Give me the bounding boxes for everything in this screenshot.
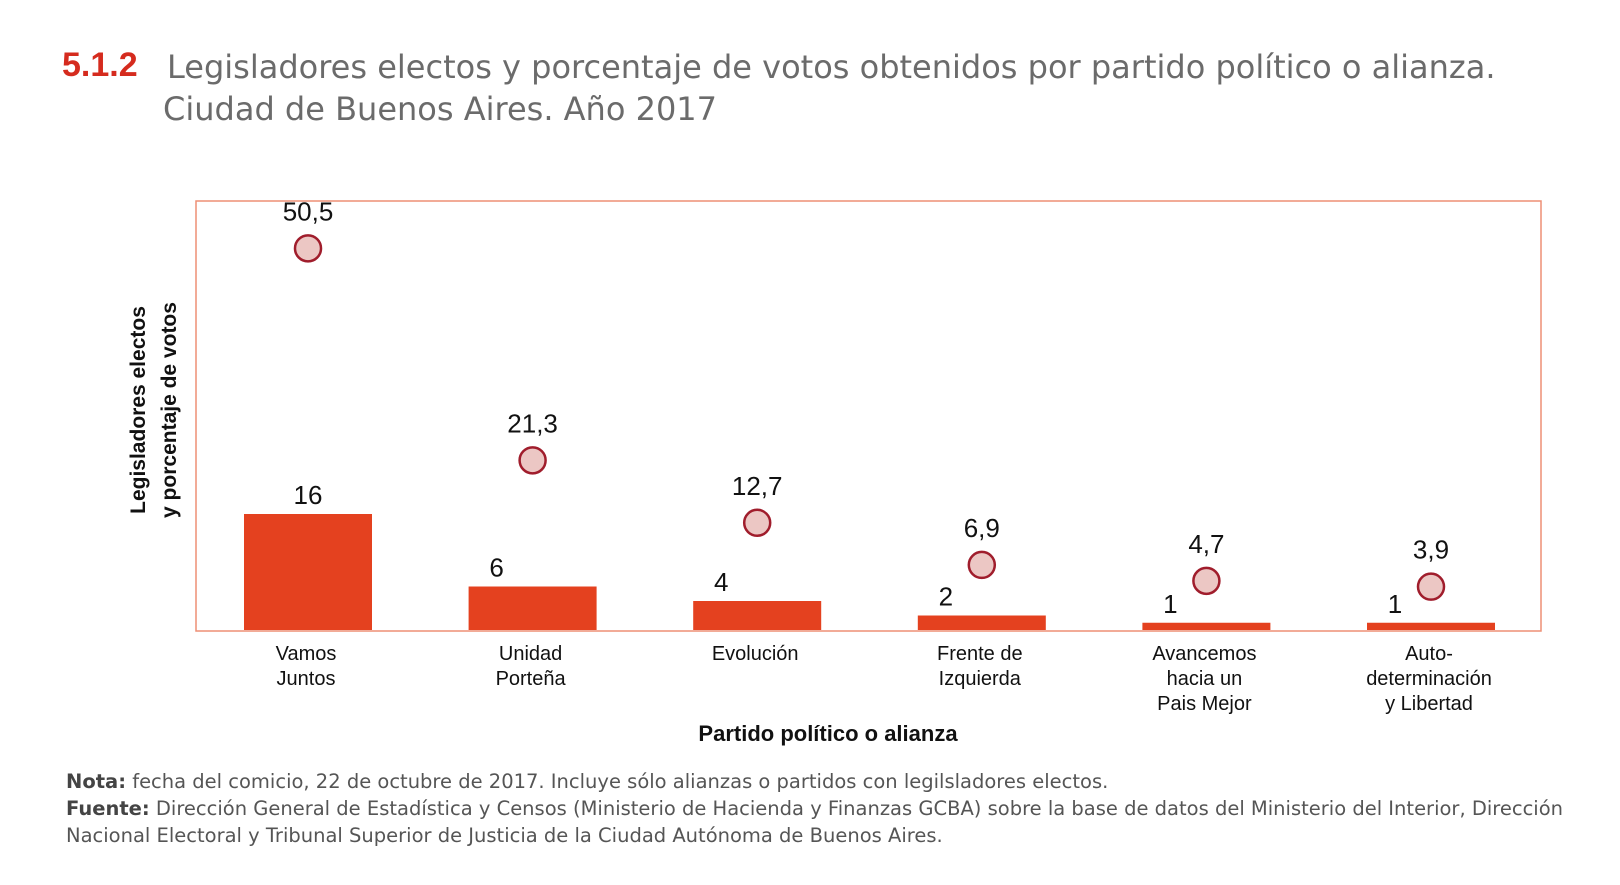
bar: [244, 514, 372, 630]
category-label: Frente de Izquierda: [937, 643, 1023, 690]
bar-value-label: 1: [1163, 589, 1177, 619]
category-label: Vamos Juntos: [276, 643, 337, 690]
vote-percentage-marker: [1192, 566, 1221, 596]
category-label: Evolución: [712, 643, 799, 665]
bar-value-label: 6: [489, 553, 503, 583]
bar: [917, 615, 1046, 630]
title-number: 5.1.2: [62, 46, 138, 84]
bar-value-label: 2: [939, 582, 953, 612]
bar: [693, 601, 822, 630]
bar: [1367, 622, 1495, 630]
vote-percentage-marker: [518, 446, 547, 475]
vote-percentage-label: 3,9: [1413, 535, 1449, 565]
source-label: Fuente:: [66, 797, 150, 820]
vote-percentage-label: 6,9: [964, 513, 1000, 543]
title-line-1: Legisladores electos y porcentaje de vot…: [167, 48, 1496, 86]
note-line: Nota: fecha del comicio, 22 de octubre d…: [66, 768, 1566, 795]
vote-percentage-label: 12,7: [732, 471, 783, 501]
source-text: Dirección General de Estadística y Censo…: [66, 797, 1564, 847]
vote-percentage-marker: [1416, 572, 1446, 601]
vote-percentage-label: 50,5: [283, 196, 334, 226]
bar-value-label: 4: [714, 567, 728, 597]
footnotes: Nota: fecha del comicio, 22 de octubre d…: [66, 768, 1566, 849]
x-axis-label: Partido político o alianza: [698, 721, 958, 746]
category-label: Unidad Porteña: [496, 643, 567, 690]
y-axis-label-2: y porcentaje de votos: [158, 302, 181, 518]
vote-percentage-label: 4,7: [1188, 529, 1224, 559]
vote-percentage-marker: [293, 234, 323, 263]
category-label: Auto-determinación y Libertad: [1366, 643, 1492, 715]
source-line: Fuente: Dirección General de Estadística…: [66, 795, 1566, 849]
note-text: fecha del comicio, 22 de octubre de 2017…: [126, 770, 1109, 793]
title-text: Legisladores electos y porcentaje de vot…: [163, 46, 1496, 130]
vote-percentage-marker: [967, 550, 997, 580]
category-label: Avancemos hacia un Pais Mejor: [1152, 643, 1256, 715]
bar: [1142, 622, 1271, 630]
note-label: Nota:: [66, 770, 126, 793]
vote-percentage-marker: [742, 508, 772, 538]
bar-value-label: 16: [294, 480, 323, 510]
vote-percentage-label: 21,3: [507, 408, 558, 438]
y-axis-label-1: Legisladores electos: [127, 306, 150, 514]
title-line-2: Ciudad de Buenos Aires. Año 2017: [163, 90, 718, 128]
bar: [468, 586, 597, 630]
plot-frame: [195, 200, 1542, 632]
bar-value-label: 1: [1388, 589, 1402, 619]
